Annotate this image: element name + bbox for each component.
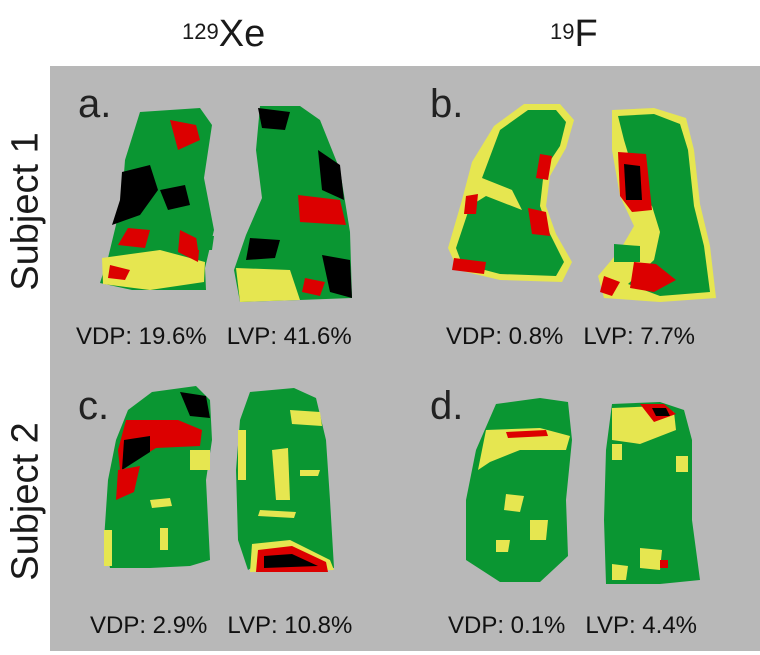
right-lung-no-signal-region xyxy=(652,408,670,416)
column-title-xenon: 129Xe xyxy=(182,10,265,58)
isotope-mass-number: 19 xyxy=(550,19,575,44)
panel-b-metrics: VDP: 0.8% LVP: 7.7% xyxy=(446,323,695,351)
left-lung-defect-region xyxy=(506,430,548,438)
left-lung-defect-region xyxy=(112,165,158,225)
left-lung-low-region xyxy=(102,250,205,290)
element-symbol: F xyxy=(574,13,598,55)
left-lung-ventilated-region xyxy=(466,398,572,582)
lvp-value: LVP: 10.8% xyxy=(227,612,353,639)
right-lung-ventilated-region xyxy=(604,402,700,584)
left-lung-no-signal-region xyxy=(122,436,150,470)
lvp-value: LVP: 4.4% xyxy=(585,612,698,639)
panel-label-a: a. xyxy=(78,82,112,126)
element-symbol: Xe xyxy=(218,13,266,55)
panel-a-metrics: VDP: 19.6% LVP: 41.6% xyxy=(76,323,352,351)
vdp-value: VDP: 2.9% xyxy=(90,612,208,639)
column-title-fluorine: 19F xyxy=(550,10,598,58)
panel-label-d: d. xyxy=(430,384,464,428)
vdp-value: VDP: 0.8% xyxy=(446,323,564,350)
panel-d-metrics: VDP: 0.1% LVP: 4.4% xyxy=(448,612,697,640)
lvp-value: LVP: 7.7% xyxy=(583,323,696,350)
panel-label-b: b. xyxy=(430,82,464,126)
vdp-value: VDP: 0.1% xyxy=(448,612,566,639)
right-lung-no-signal-region xyxy=(624,164,642,200)
isotope-mass-number: 129 xyxy=(182,19,219,44)
lvp-value: LVP: 41.6% xyxy=(226,323,352,350)
left-lung-low-region xyxy=(478,428,570,470)
vdp-value: VDP: 19.6% xyxy=(76,323,207,350)
panel-c-metrics: VDP: 2.9% LVP: 10.8% xyxy=(90,612,352,640)
left-lung-defect-region xyxy=(528,208,550,236)
panel-label-c: c. xyxy=(78,384,110,428)
